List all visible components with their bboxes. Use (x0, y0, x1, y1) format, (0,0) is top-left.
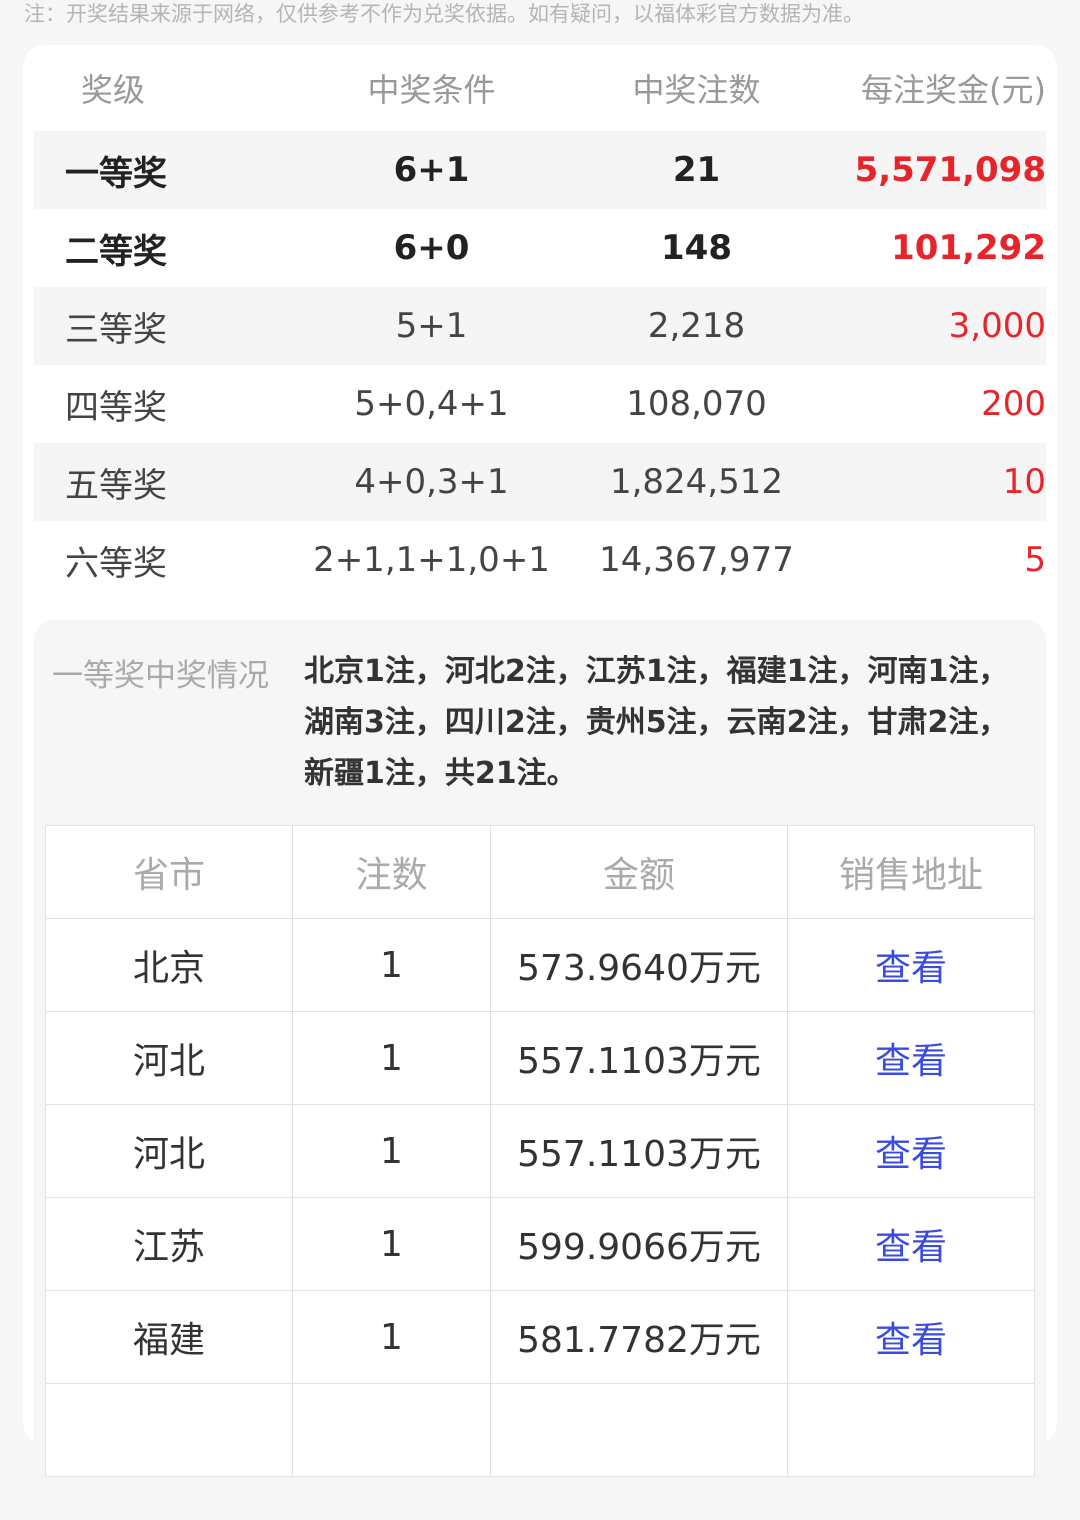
header-amount: 金额 (490, 825, 788, 919)
cell-empty (787, 1383, 1035, 1477)
prize-amount: 10 (1002, 462, 1046, 502)
prize-count: 21 (672, 150, 721, 190)
prize-condition: 5+0,4+1 (354, 384, 509, 424)
view-address-link[interactable]: 查看 (787, 1104, 1035, 1198)
view-address-link[interactable]: 查看 (787, 1290, 1035, 1384)
cell-empty (292, 1383, 491, 1477)
cell-amount: 557.1103万元 (490, 1104, 788, 1198)
header-count: 中奖注数 (632, 71, 761, 109)
prize-amount: 3,000 (948, 306, 1046, 346)
view-address-link[interactable]: 查看 (787, 1197, 1035, 1291)
cell-amount: 599.9066万元 (490, 1197, 788, 1291)
cell-province: 北京 (45, 918, 293, 1012)
first-prize-section: 一等奖中奖情况 北京1注，河北2注，江苏1注，福建1注，河南1注，湖南3注，四川… (34, 620, 1046, 1520)
cell-amount: 573.9640万元 (490, 918, 788, 1012)
cell-count: 1 (292, 1290, 491, 1384)
prize-amount: 101,292 (891, 228, 1046, 268)
prize-row: 三等奖 5+1 2,218 3,000 (34, 287, 1046, 365)
table-row: 福建 1 581.7782万元 查看 (45, 1290, 1035, 1384)
table-row: 河北 1 557.1103万元 查看 (45, 1011, 1035, 1105)
prize-table-header: 奖级 中奖条件 中奖注数 每注奖金(元) (34, 45, 1046, 131)
prize-row: 五等奖 4+0,3+1 1,824,512 10 (34, 443, 1046, 521)
prize-condition: 4+0,3+1 (354, 462, 509, 502)
prize-count: 1,824,512 (609, 462, 784, 502)
cell-count: 1 (292, 1011, 491, 1105)
prize-level: 三等奖 (65, 309, 167, 350)
header-amount: 每注奖金(元) (861, 71, 1046, 109)
cell-province: 福建 (45, 1290, 293, 1384)
prize-count: 108,070 (626, 384, 767, 424)
prize-condition: 2+1,1+1,0+1 (313, 540, 550, 580)
prize-row: 二等奖 6+0 148 101,292 (34, 209, 1046, 287)
prize-amount: 5 (1024, 540, 1046, 580)
cell-province: 河北 (45, 1104, 293, 1198)
prize-level: 六等奖 (65, 543, 167, 584)
view-address-link[interactable]: 查看 (787, 1011, 1035, 1105)
first-prize-summary: 北京1注，河北2注，江苏1注，福建1注，河南1注，湖南3注，四川2注，贵州5注，… (304, 654, 1009, 791)
header-province: 省市 (45, 825, 293, 919)
cell-province: 江苏 (45, 1197, 293, 1291)
cell-count: 1 (292, 1197, 491, 1291)
prize-amount: 200 (981, 384, 1046, 424)
cell-amount: 557.1103万元 (490, 1011, 788, 1105)
prize-row: 一等奖 6+1 21 5,571,098 (34, 131, 1046, 209)
prize-level: 五等奖 (65, 465, 167, 506)
prize-condition: 6+1 (393, 150, 470, 190)
prize-level: 一等奖 (65, 153, 167, 194)
header-count: 注数 (292, 825, 491, 919)
prize-level: 四等奖 (65, 387, 167, 428)
first-prize-label: 一等奖中奖情况 (52, 658, 269, 694)
header-level: 奖级 (81, 71, 146, 109)
table-header-row: 省市 注数 金额 销售地址 (45, 825, 1035, 919)
cell-count: 1 (292, 1104, 491, 1198)
prize-card: 奖级 中奖条件 中奖注数 每注奖金(元) 一等奖 6+1 21 5,571,098 二等… (23, 45, 1057, 1520)
prize-level: 二等奖 (65, 231, 167, 272)
cell-count: 1 (292, 918, 491, 1012)
header-address: 销售地址 (787, 825, 1035, 919)
cell-empty (45, 1383, 293, 1477)
first-prize-table: 省市 注数 金额 销售地址 北京 1 573.9640万元 查看 河北 1 557.1103… (45, 825, 1035, 1477)
prize-row: 六等奖 2+1,1+1,0+1 14,367,977 5 (34, 521, 1046, 599)
table-row (45, 1383, 1035, 1477)
prize-count: 2,218 (647, 306, 746, 346)
disclaimer-note: 注：开奖结果来源于网络，仅供参考不作为兑奖依据。如有疑问，以福体彩官方数据为准。 (24, 2, 864, 26)
view-address-link[interactable]: 查看 (787, 918, 1035, 1012)
cell-empty (490, 1383, 788, 1477)
prize-condition: 6+0 (393, 228, 470, 268)
table-row: 北京 1 573.9640万元 查看 (45, 918, 1035, 1012)
table-row: 江苏 1 599.9066万元 查看 (45, 1197, 1035, 1291)
cell-province: 河北 (45, 1011, 293, 1105)
prize-amount: 5,571,098 (854, 150, 1046, 190)
header-condition: 中奖条件 (367, 71, 496, 109)
cell-amount: 581.7782万元 (490, 1290, 788, 1384)
prize-row: 四等奖 5+0,4+1 108,070 200 (34, 365, 1046, 443)
prize-condition: 5+1 (395, 306, 468, 346)
table-row: 河北 1 557.1103万元 查看 (45, 1104, 1035, 1198)
prize-count: 148 (661, 228, 732, 268)
prize-count: 14,367,977 (599, 540, 794, 580)
